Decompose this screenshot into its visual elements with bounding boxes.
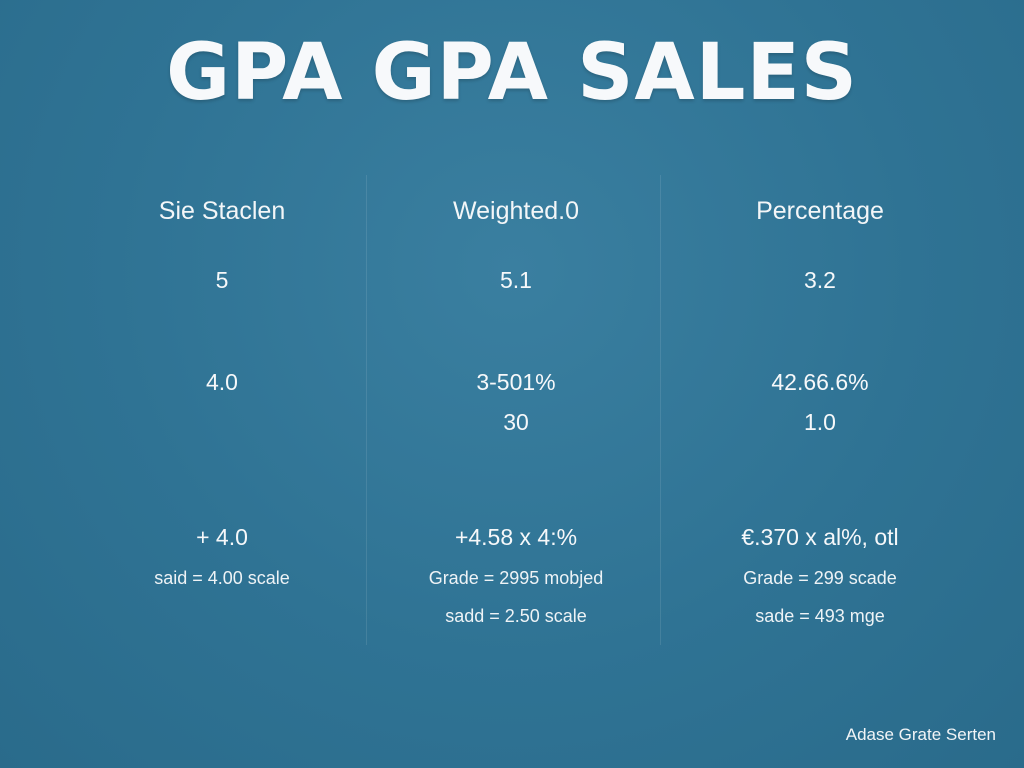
column-value: 5.1 xyxy=(500,267,532,293)
column-value: 5 xyxy=(215,267,229,293)
column-header: Weighted.0 xyxy=(452,197,579,225)
column-value: 4.0 xyxy=(206,369,238,395)
column-formula: + 4.0 xyxy=(196,524,248,550)
column-header: Sie Staclen xyxy=(158,197,286,225)
column-header: Percentage xyxy=(756,197,884,225)
column-note: Grade = 2995 mobjed xyxy=(428,568,604,588)
column-formula: €.370 x al%, otl xyxy=(741,524,899,550)
column-note: sade = 493 mge xyxy=(755,606,885,626)
column-divider xyxy=(366,175,367,645)
column-value: 42.66.6% xyxy=(771,369,869,395)
column-note: sadd = 2.50 scale xyxy=(445,606,587,626)
column-note: Grade = 299 scade xyxy=(743,568,897,588)
column-value: 1.0 xyxy=(804,409,836,435)
column-formula: +4.58 x 4:% xyxy=(454,524,578,550)
page-title: GPA GPA SALES xyxy=(166,28,858,118)
column-divider xyxy=(660,175,661,645)
column-note: said = 4.00 scale xyxy=(154,568,290,588)
column-value: 30 xyxy=(503,409,529,435)
column-value: 3-501% xyxy=(476,369,556,395)
footer-caption: Adase Grate Serten xyxy=(845,725,996,744)
column-value: 3.2 xyxy=(804,267,836,293)
